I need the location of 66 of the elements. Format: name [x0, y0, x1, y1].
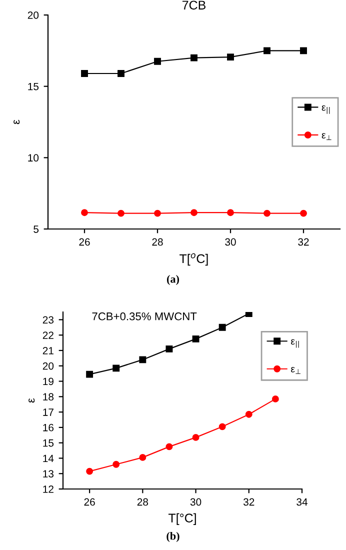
point [118, 70, 124, 77]
y-tick-label: 20 [28, 12, 39, 19]
point [86, 468, 94, 475]
point [218, 324, 226, 331]
y-tick-label: 13 [43, 470, 54, 478]
point [86, 370, 94, 378]
legend-label: ε$_{⊥}$ [291, 367, 300, 374]
y-axis-title: ε [14, 120, 20, 124]
x-tick-label: 28 [152, 238, 163, 246]
x-tick-label: 28 [137, 498, 148, 506]
point [245, 410, 252, 418]
y-tick-label: 15 [28, 82, 39, 90]
point [218, 423, 226, 430]
text: (a) [167, 274, 179, 286]
y-tick-label: 18 [43, 393, 54, 401]
x-axis-title: T[°C] [168, 513, 196, 525]
point [154, 210, 161, 217]
y-tick-label: 14 [43, 454, 54, 462]
point [139, 356, 146, 364]
annotation: 7CB+0.35% MWCNT [92, 312, 197, 320]
point [192, 434, 200, 441]
legend-label: ε$_{||}$ [322, 105, 330, 114]
x-tick-label: 32 [298, 238, 309, 246]
point [192, 335, 200, 342]
text: (b) [166, 532, 180, 542]
chart-title: 7CB [182, 0, 206, 10]
y-tick-label: 12 [43, 486, 54, 493]
x-tick-label: 30 [190, 498, 202, 506]
legend-label: ε$_{⊥}$ [322, 133, 332, 140]
point [166, 345, 173, 352]
legend-label: ε$_{||}$ [291, 339, 299, 348]
x-tick-label: 26 [79, 238, 90, 246]
point [112, 364, 120, 372]
point [166, 443, 173, 450]
x-tick-label: 30 [225, 238, 236, 246]
point [81, 209, 88, 216]
point [139, 454, 146, 461]
point [227, 209, 234, 216]
point [81, 70, 88, 77]
point [264, 47, 270, 54]
point [190, 54, 198, 62]
point [272, 395, 279, 402]
point [300, 47, 307, 54]
x-tick-label: 32 [243, 498, 254, 506]
y-tick-label: 19 [43, 378, 54, 386]
y-tick-label: 10 [28, 154, 39, 162]
x-tick-label: 26 [84, 498, 95, 506]
point [190, 209, 198, 216]
point [300, 210, 307, 217]
y-tick-label: 21 [42, 346, 54, 354]
y-tick-label: 16 [43, 424, 54, 432]
y-tick-label: 17 [43, 408, 54, 416]
point [118, 210, 124, 217]
point [154, 58, 161, 65]
x-tick-label: 34 [296, 498, 308, 506]
point [112, 460, 120, 468]
y-tick-label: 5 [34, 226, 39, 233]
y-tick-label: 15 [43, 439, 54, 447]
point [245, 312, 252, 318]
point [227, 54, 234, 61]
y-axis-title: ε [28, 398, 35, 403]
y-tick-label: 23 [42, 316, 54, 324]
point [264, 210, 270, 217]
y-tick-label: 20 [42, 362, 54, 370]
y-tick-label: 22 [42, 332, 54, 339]
x-axis-title: T[$^{o}$C] [180, 253, 208, 266]
